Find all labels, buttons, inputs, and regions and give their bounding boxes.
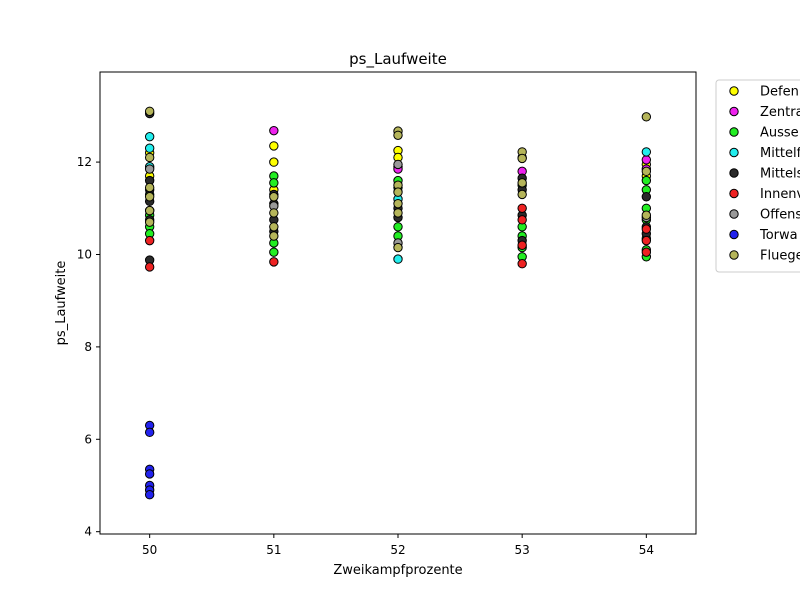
legend-label: Offens	[760, 208, 800, 223]
legend-label: Ausse	[760, 126, 799, 141]
legend-label: Mittels	[760, 167, 800, 182]
point-mittelf	[144, 143, 155, 153]
point-torwa	[144, 490, 155, 500]
point-offens	[393, 159, 403, 170]
point-fluege	[393, 130, 403, 140]
point-fluege	[144, 106, 155, 116]
chart-title: ps_Laufweite	[349, 50, 447, 69]
point-fluege	[393, 242, 403, 253]
point-fluege	[144, 182, 155, 193]
legend-label: Zentra	[760, 105, 800, 120]
legend-label: Innenv	[760, 187, 800, 202]
point-fluege	[517, 178, 527, 188]
point-ausse	[393, 222, 403, 232]
point-zentra	[641, 155, 652, 165]
legend: Defen Zentra Ausse Mittelf Mittels Innenv Offe…	[715, 79, 800, 273]
point-fluege	[144, 217, 155, 227]
point-fluege	[269, 208, 279, 218]
x-tick-label: 53	[515, 543, 530, 557]
x-tick-label: 50	[142, 543, 157, 557]
point-fluege	[517, 189, 527, 200]
x-tick-label: 51	[266, 543, 281, 557]
point-fluege	[641, 166, 652, 177]
point-fluege	[393, 198, 403, 209]
point-mittelf	[641, 147, 652, 157]
point-innenv	[641, 247, 652, 257]
point-torwa	[144, 427, 155, 438]
y-tick-label: 4	[84, 525, 92, 539]
point-offens	[144, 164, 155, 174]
legend-label: Defen	[760, 85, 799, 100]
legend-marker	[729, 127, 739, 137]
point-ausse	[269, 178, 279, 188]
point-fluege	[393, 187, 403, 197]
y-tick-label: 8	[84, 340, 92, 354]
y-axis: 4 6 8 10 12	[77, 155, 100, 539]
point-fluege	[269, 231, 279, 241]
x-axis-label: Zweikampfprozente	[333, 563, 462, 578]
legend-frame	[715, 79, 800, 273]
point-fluege	[269, 192, 279, 202]
point-torwa	[144, 469, 155, 479]
legend-marker	[729, 86, 739, 96]
x-axis: 50 51 52 53 54	[142, 534, 654, 557]
legend-marker	[729, 168, 739, 178]
legend-marker	[729, 250, 739, 260]
point-fluege	[517, 153, 527, 164]
legend-label: Torwa	[759, 228, 798, 243]
point-fluege	[641, 210, 652, 220]
point-fluege	[393, 208, 403, 218]
point-fluege	[144, 192, 155, 202]
point-innenv	[269, 257, 279, 267]
legend-marker	[729, 147, 739, 158]
legend-marker	[729, 209, 739, 219]
point-innenv	[144, 235, 155, 246]
point-fluege	[144, 205, 155, 216]
x-tick-label: 54	[639, 543, 654, 557]
point-innenv	[517, 203, 527, 213]
point-zentra	[269, 125, 279, 136]
point-fluege	[641, 112, 652, 122]
y-tick-label: 10	[77, 247, 92, 261]
legend-label: Fluege	[760, 249, 800, 264]
point-ausse	[641, 175, 652, 186]
point-ausse	[269, 247, 279, 257]
plot-area	[99, 71, 697, 535]
x-tick-label: 52	[390, 543, 405, 557]
data-points	[144, 106, 652, 500]
point-fluege	[269, 222, 279, 232]
point-defen	[269, 157, 279, 167]
point-innenv	[641, 235, 652, 246]
legend-marker	[729, 188, 739, 199]
point-innenv	[517, 215, 527, 225]
point-fluege	[144, 152, 155, 163]
legend-label: Mittelf	[760, 146, 800, 161]
point-innenv	[144, 262, 155, 272]
point-mittels	[641, 192, 652, 202]
point-innenv	[641, 224, 652, 234]
point-mittelf	[393, 254, 403, 264]
y-tick-label: 12	[77, 155, 92, 169]
y-tick-label: 6	[84, 432, 92, 446]
legend-marker	[729, 106, 739, 117]
legend-marker	[729, 229, 739, 240]
point-innenv	[517, 259, 527, 269]
y-axis-label: ps_Laufweite	[54, 261, 69, 346]
point-mittelf	[144, 131, 155, 142]
point-innenv	[517, 240, 527, 250]
point-defen	[269, 141, 279, 151]
